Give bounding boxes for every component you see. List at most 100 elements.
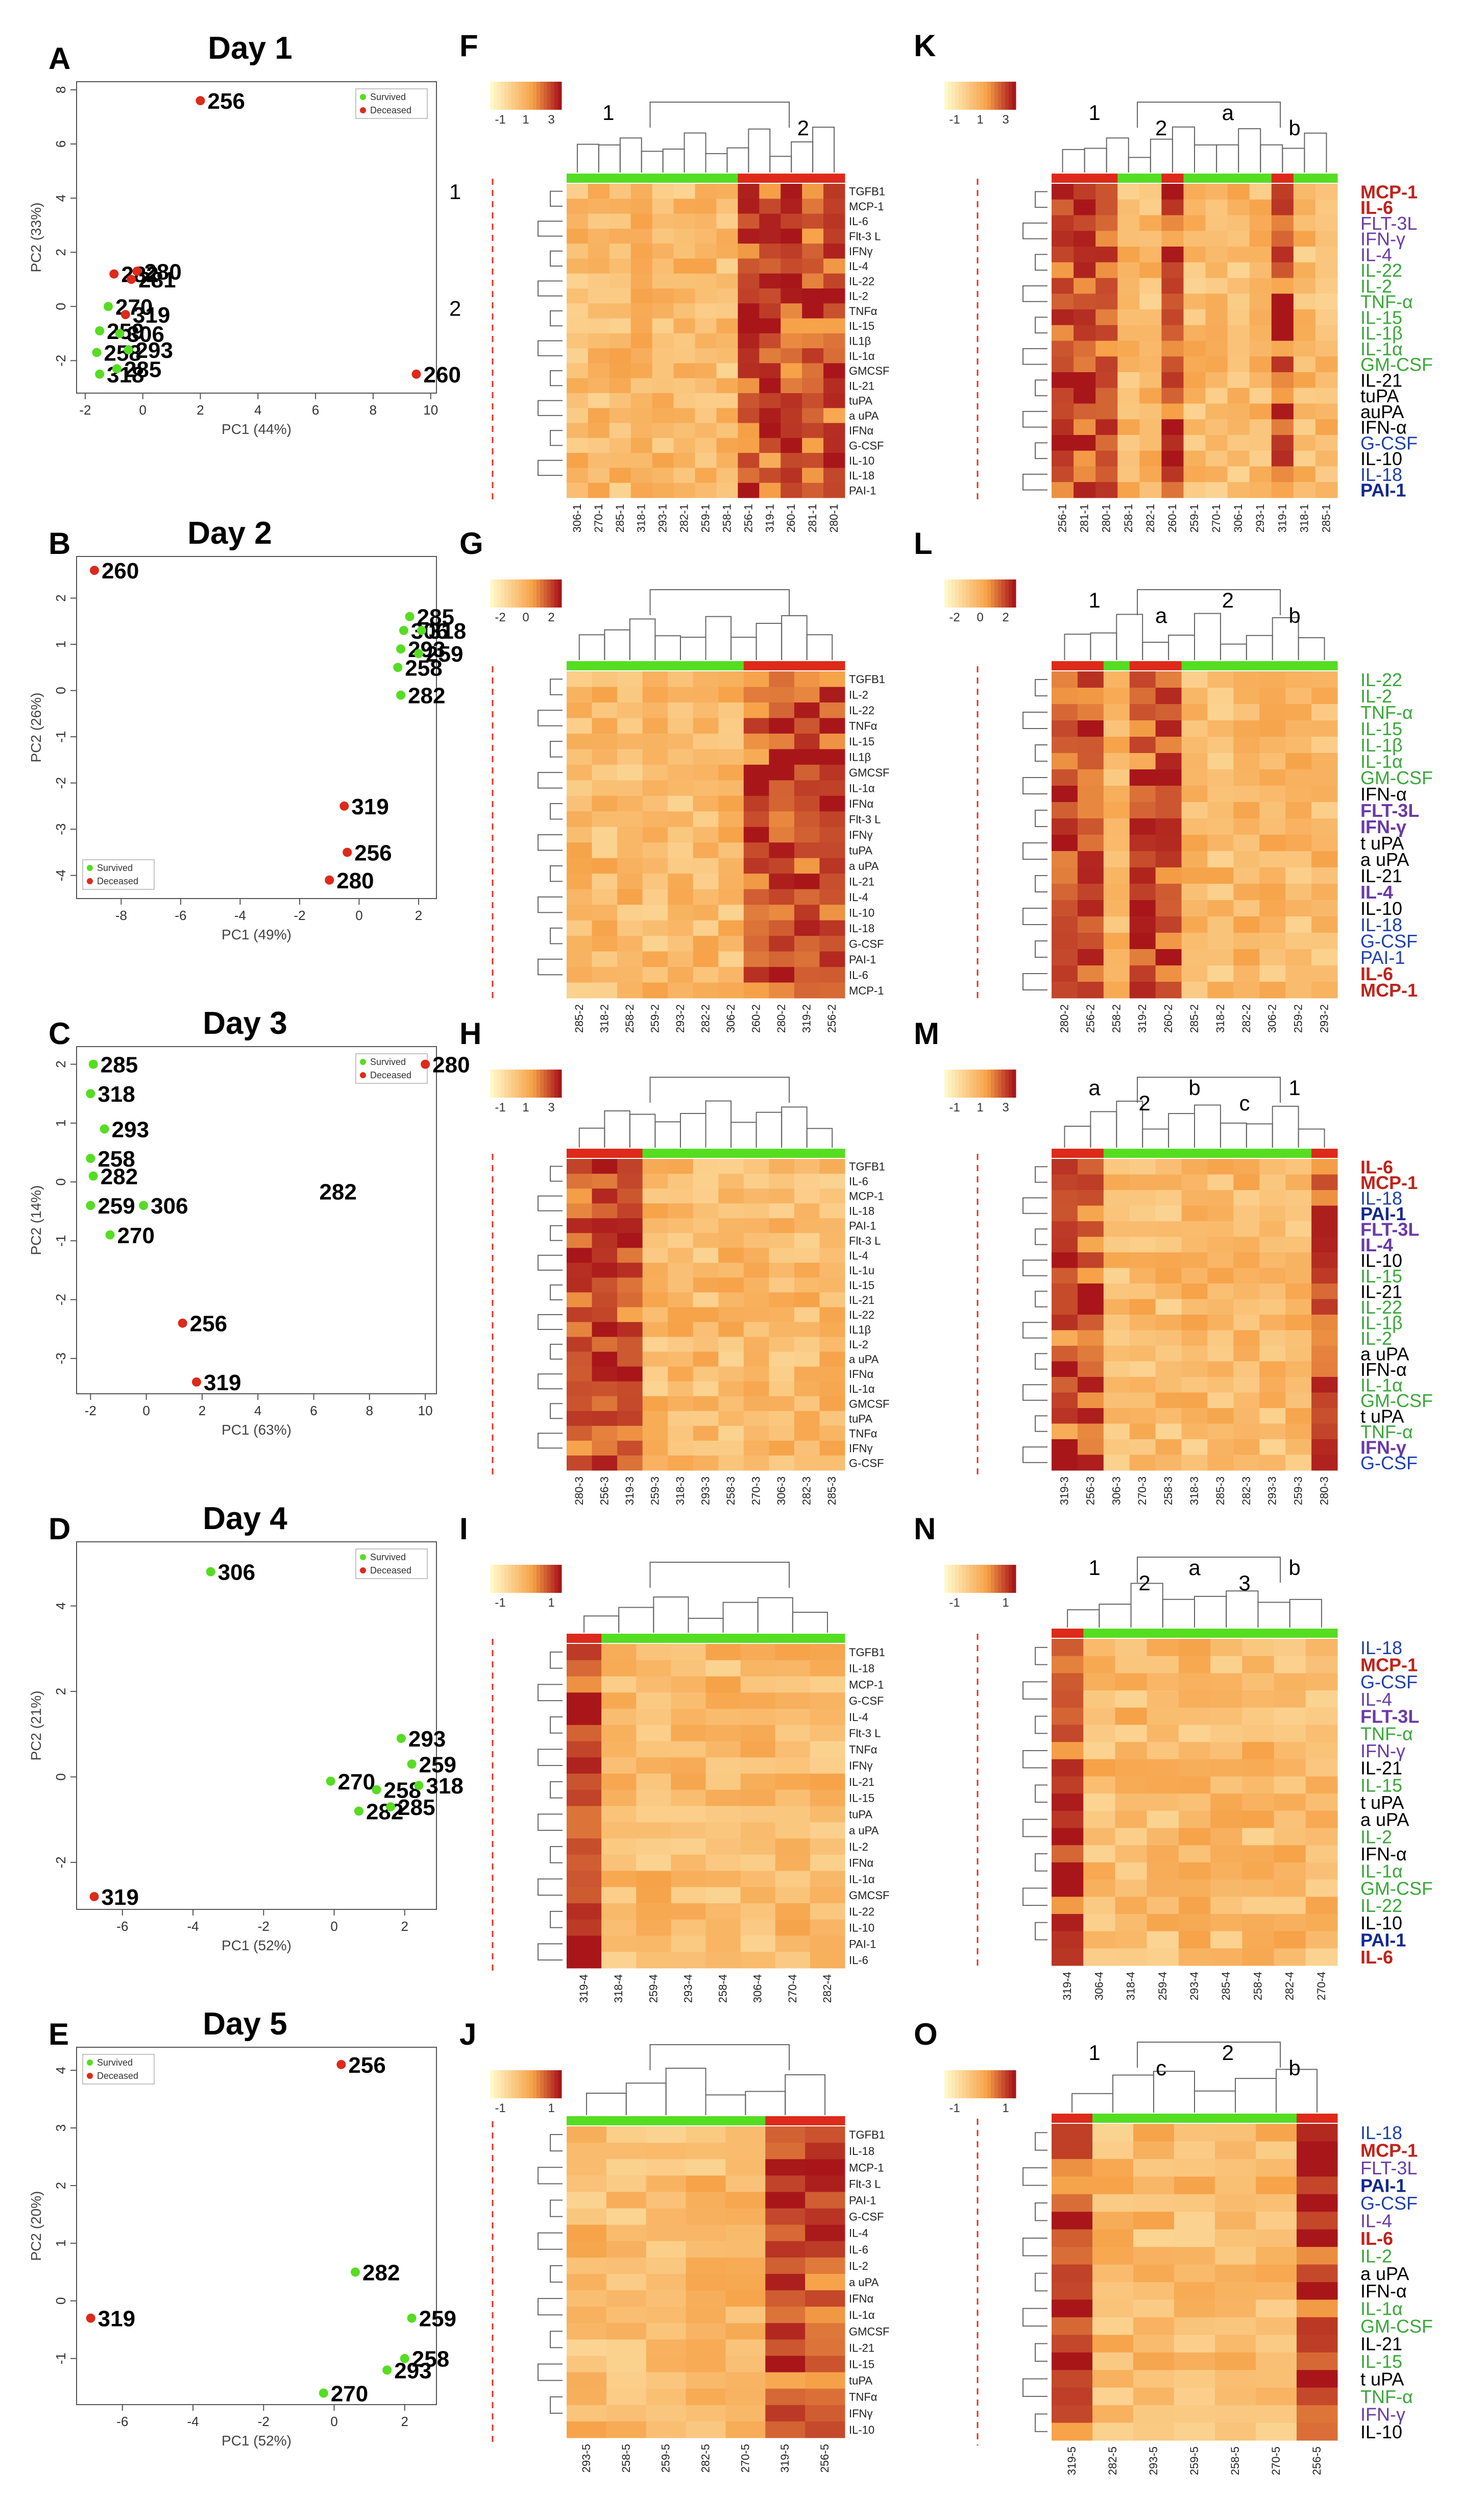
heatmap-cell <box>1305 1690 1338 1708</box>
heatmap-cell <box>1315 262 1338 278</box>
row-label: IL-18 <box>849 2145 874 2158</box>
heatmap-cell <box>606 2159 647 2176</box>
dendrogram-branch <box>1035 1291 1047 1307</box>
heatmap-cell <box>1233 1174 1260 1191</box>
row-label: IL-15 <box>849 2358 874 2371</box>
heatmap-panel-k: K-1 1 3MCP-1IL-6FLT-3LIFN-γIL-4IL-22IL-2TN… <box>914 29 1433 532</box>
heatmap-cell <box>671 1676 706 1693</box>
color-key-swatch <box>1009 579 1013 608</box>
heatmap-cell <box>567 764 593 781</box>
heatmap-cell <box>1161 356 1184 373</box>
color-key-swatch <box>944 82 948 110</box>
heatmap-cell <box>1285 671 1312 688</box>
heatmap-cell <box>617 811 643 828</box>
dendrogram-branch <box>1035 1415 1047 1432</box>
heatmap-cell <box>1077 1377 1104 1393</box>
heatmap-cell <box>1052 1810 1084 1829</box>
heatmap-cell <box>609 378 631 394</box>
dendrogram-branch <box>538 2232 563 2250</box>
heatmap-cell <box>1215 2247 1256 2265</box>
heatmap-cell <box>1271 278 1294 294</box>
clade-label: 2 <box>1222 588 1234 612</box>
dendrogram-branch <box>705 1100 732 1148</box>
column-label: 293-4 <box>1188 1972 1201 2000</box>
color-key-swatch <box>948 1070 952 1098</box>
heatmap-cell <box>1181 1315 1208 1330</box>
heatmap-cell <box>1181 1330 1208 1346</box>
row-label: IL-22 <box>1360 1895 1402 1916</box>
heatmap-cell <box>705 1692 741 1709</box>
heatmap-cell <box>1242 1673 1275 1691</box>
heatmap-cell <box>1052 2229 1093 2247</box>
column-dendrogram <box>1062 102 1327 173</box>
color-key-swatch <box>1005 579 1009 608</box>
heatmap-cell <box>695 258 717 274</box>
heatmap-cell <box>1161 341 1184 357</box>
heatmap-cell <box>601 1806 637 1823</box>
heatmap-cell <box>617 889 643 905</box>
heatmap-cell <box>567 228 589 244</box>
heatmap-cell <box>695 213 717 229</box>
heatmap-cell <box>1183 356 1206 373</box>
data-point <box>326 1776 335 1786</box>
heatmap-cell <box>819 1455 845 1471</box>
heatmap-cell <box>769 1322 795 1338</box>
legend-survived-marker <box>87 865 93 871</box>
heatmap-cell <box>1129 688 1156 705</box>
heatmap-cell <box>794 889 820 905</box>
dendrogram-branch <box>538 1314 563 1330</box>
heatmap-cell <box>668 1351 694 1367</box>
color-key-swatch <box>508 579 512 608</box>
column-label: 306-1 <box>571 504 583 532</box>
heatmap-cell <box>1305 1913 1338 1932</box>
heatmap-cell <box>1293 309 1316 326</box>
heatmap-cell <box>1181 818 1208 835</box>
row-label: PAI-1 <box>1360 1929 1406 1950</box>
heatmap-cell <box>1259 900 1286 917</box>
heatmap-cell <box>765 2126 806 2143</box>
heatmap-cell <box>617 982 643 999</box>
heatmap-cell <box>1233 1221 1260 1237</box>
heatmap-cell <box>1077 786 1104 803</box>
status-bar-cell <box>652 174 674 183</box>
heatmap-cell <box>1297 2317 1338 2335</box>
heatmap-cell <box>1256 2176 1297 2195</box>
heatmap-cell <box>1103 802 1130 819</box>
heatmap-cell <box>642 795 668 812</box>
heatmap-cell <box>642 749 668 765</box>
data-point <box>325 875 334 885</box>
dendrogram-branch <box>806 1128 833 1148</box>
heatmap-cell <box>1259 753 1286 770</box>
dendrogram-branch <box>550 250 563 267</box>
column-label: 285-1 <box>1320 504 1332 532</box>
dendrogram-root <box>1137 2042 1281 2068</box>
heatmap-cell <box>1052 1897 1084 1915</box>
heatmap-cell <box>1117 231 1140 247</box>
heatmap-cell <box>794 827 820 843</box>
heatmap-cell <box>1133 2335 1175 2353</box>
heatmap-cell <box>646 2159 687 2176</box>
dendrogram-branch <box>618 1607 654 1633</box>
heatmap-cell <box>609 423 631 439</box>
row-label: tuPA <box>1360 385 1399 406</box>
heatmap-cell <box>606 2290 647 2307</box>
heatmap-cell <box>823 423 845 439</box>
heatmap-cell <box>567 687 593 703</box>
heatmap-cell <box>652 244 674 259</box>
heatmap-cell <box>1293 419 1316 435</box>
heatmap-cell <box>1207 818 1234 835</box>
heatmap-cell <box>617 874 643 890</box>
heatmap-cell <box>567 1455 593 1471</box>
heatmap-cell <box>1315 199 1338 215</box>
heatmap-cell <box>1174 2264 1215 2283</box>
heatmap-cell <box>567 2307 607 2323</box>
heatmap-cell <box>819 1174 845 1189</box>
heatmap-cell <box>805 2159 845 2176</box>
heatmap-cell <box>1052 1237 1078 1253</box>
heatmap-cell <box>1052 387 1074 404</box>
heatmap-cell <box>1139 184 1162 200</box>
heatmap-cell <box>1074 215 1096 231</box>
status-bar-cell <box>775 1634 811 1643</box>
heatmap-cell <box>588 348 610 364</box>
